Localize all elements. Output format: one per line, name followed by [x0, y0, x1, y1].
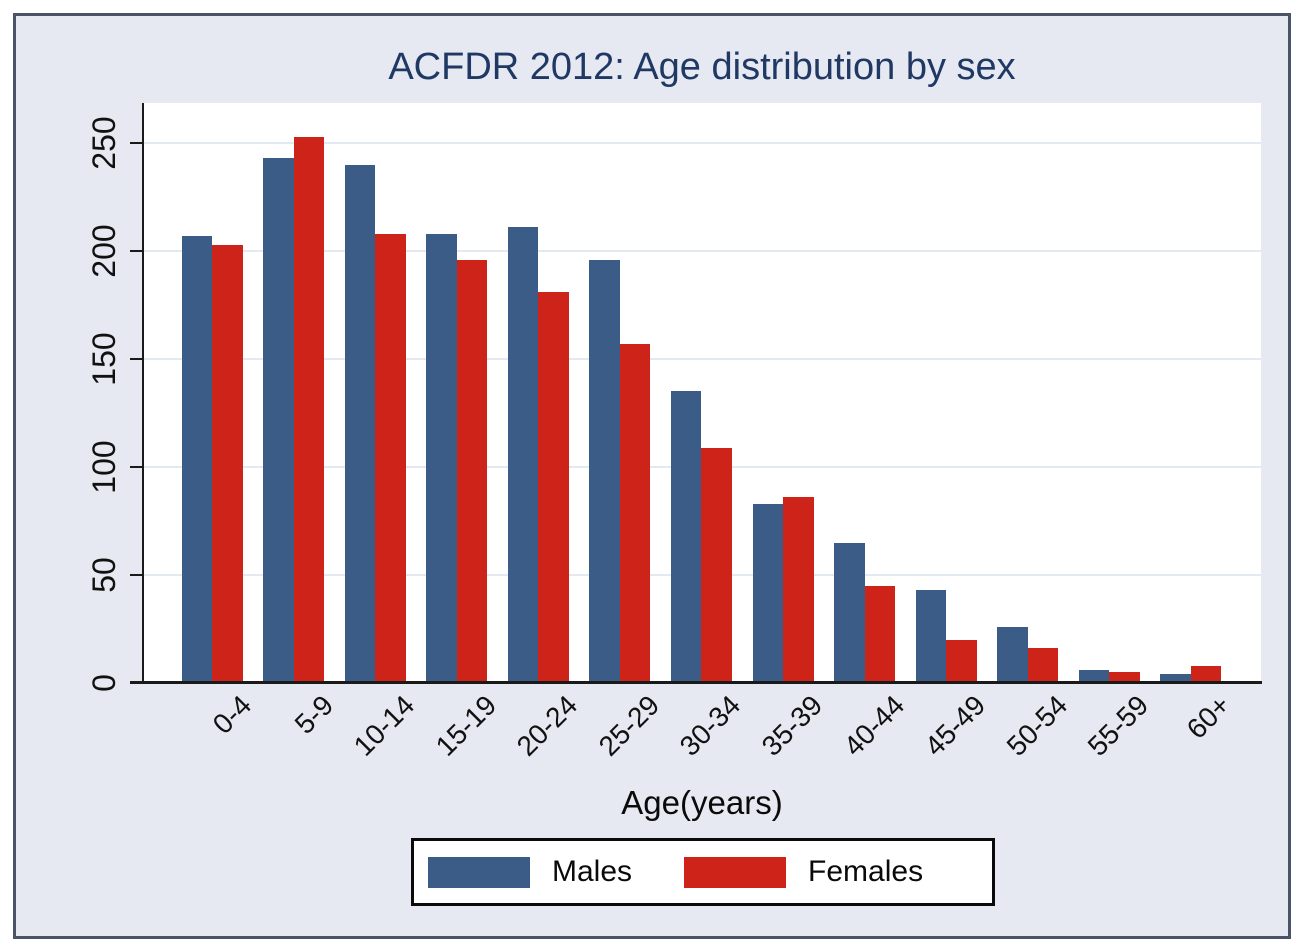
bar-males-30-34: [670, 391, 702, 683]
bar-females-30-34: [701, 447, 732, 683]
bar-females-25-29: [619, 343, 651, 683]
bar-females-50-54: [1027, 648, 1059, 683]
bar-females-35-39: [783, 497, 814, 683]
legend-label-females: Females: [808, 855, 924, 888]
x-axis-title: Age(years): [621, 784, 783, 821]
bar-females-45-49: [946, 639, 977, 683]
bar-females-55-59: [1109, 672, 1140, 683]
y-tick-200: [130, 249, 143, 253]
legend-swatch-females: [684, 856, 787, 888]
y-tick-0: [130, 681, 143, 685]
y-tick-150: [130, 357, 143, 361]
bar-males-10-14: [344, 164, 376, 683]
plot-area: [143, 103, 1261, 683]
y-tick-label-150: 150: [85, 332, 122, 386]
bar-males-25-29: [589, 259, 620, 683]
bar-males-60+: [1160, 674, 1191, 683]
bar-males-55-59: [1078, 670, 1110, 683]
bar-males-5-9: [263, 158, 294, 683]
y-tick-250: [130, 141, 143, 145]
gridline-250: [143, 142, 1261, 144]
bar-females-15-19: [456, 259, 488, 683]
y-tick-100: [130, 465, 143, 469]
gridline-200: [143, 250, 1261, 252]
legend: Males Females: [411, 838, 995, 906]
y-tick-label-0: 0: [85, 674, 122, 692]
bar-females-0-4: [212, 244, 243, 683]
bar-females-5-9: [293, 136, 325, 683]
bar-males-50-54: [997, 626, 1028, 683]
bar-females-40-44: [864, 585, 896, 683]
x-axis-line: [130, 681, 1262, 684]
legend-swatch-males: [428, 856, 530, 888]
bar-males-15-19: [426, 233, 457, 683]
y-tick-label-50: 50: [85, 557, 122, 593]
y-tick-label-100: 100: [85, 440, 122, 494]
bar-males-35-39: [752, 503, 784, 683]
bar-females-60+: [1190, 665, 1222, 683]
bar-males-45-49: [915, 590, 947, 683]
y-tick-50: [130, 573, 143, 577]
y-tick-label-250: 250: [85, 116, 122, 170]
bar-females-20-24: [538, 292, 569, 683]
bar-females-10-14: [375, 233, 406, 683]
bar-males-40-44: [834, 542, 865, 683]
y-axis-line: [141, 103, 144, 683]
bar-males-20-24: [507, 227, 539, 683]
bar-males-0-4: [181, 235, 212, 683]
legend-label-males: Males: [552, 855, 633, 888]
gridline-150: [143, 358, 1261, 360]
chart-title: ACFDR 2012: Age distribution by sex: [388, 46, 1016, 88]
y-tick-label-200: 200: [85, 224, 122, 278]
